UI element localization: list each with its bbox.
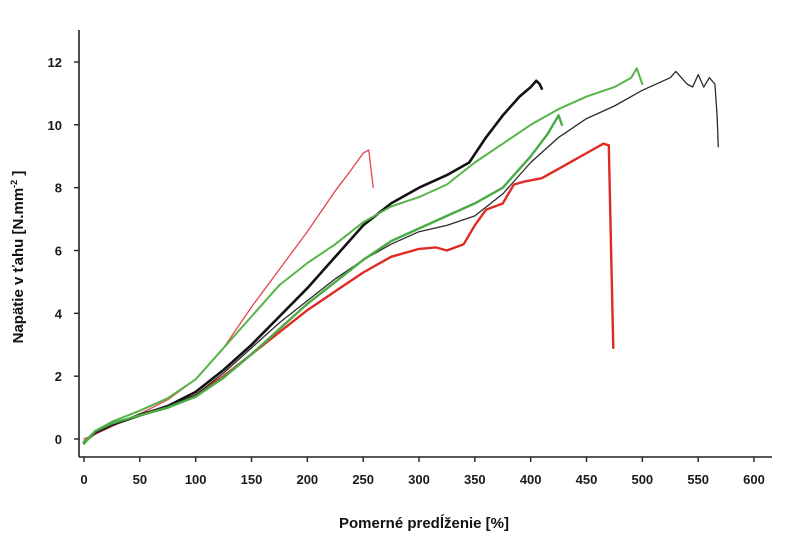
x-tick-label: 300 xyxy=(408,472,430,487)
axes xyxy=(78,30,772,458)
series-line-6 xyxy=(82,114,564,445)
y-tick-label: 0 xyxy=(55,432,62,447)
y-tick-label: 2 xyxy=(55,369,62,384)
series-line-4 xyxy=(83,70,719,443)
y-tick-label: 12 xyxy=(48,55,62,70)
y-axis-title: Napätie v ťahu [N.mm-2 ] xyxy=(9,171,27,344)
x-tick-label: 550 xyxy=(687,472,709,487)
y-ticks: 0 2 4 6 8 10 12 xyxy=(48,55,79,447)
series-line-3 xyxy=(82,79,544,444)
x-tick-label: 450 xyxy=(576,472,598,487)
y-tick-label: 8 xyxy=(55,181,62,196)
series-group xyxy=(82,67,719,445)
y-axis-title-sup: -2 xyxy=(9,180,19,188)
x-tick-label: 250 xyxy=(352,472,374,487)
series-line-5 xyxy=(83,67,644,444)
x-tick-label: 0 xyxy=(80,472,87,487)
x-tick-label: 200 xyxy=(296,472,318,487)
y-axis-title-end: ] xyxy=(10,171,27,180)
x-tick-label: 150 xyxy=(241,472,263,487)
x-tick-label: 600 xyxy=(743,472,765,487)
y-tick-label: 4 xyxy=(55,306,63,321)
x-tick-label: 100 xyxy=(185,472,207,487)
y-axis-title-main: Napätie v ťahu [N.mm xyxy=(10,188,27,344)
x-ticks: 0 50 100 150 200 250 300 350 400 450 500 550 600 xyxy=(80,457,765,487)
y-tick-label: 6 xyxy=(55,244,62,259)
x-tick-label: 350 xyxy=(464,472,486,487)
y-tick-label: 10 xyxy=(48,118,62,133)
x-axis-title: Pomerné predĺženie [%] xyxy=(339,514,509,532)
series-line-2 xyxy=(82,142,615,444)
x-tick-label: 500 xyxy=(631,472,653,487)
x-tick-label: 50 xyxy=(133,472,147,487)
x-tick-label: 400 xyxy=(520,472,542,487)
